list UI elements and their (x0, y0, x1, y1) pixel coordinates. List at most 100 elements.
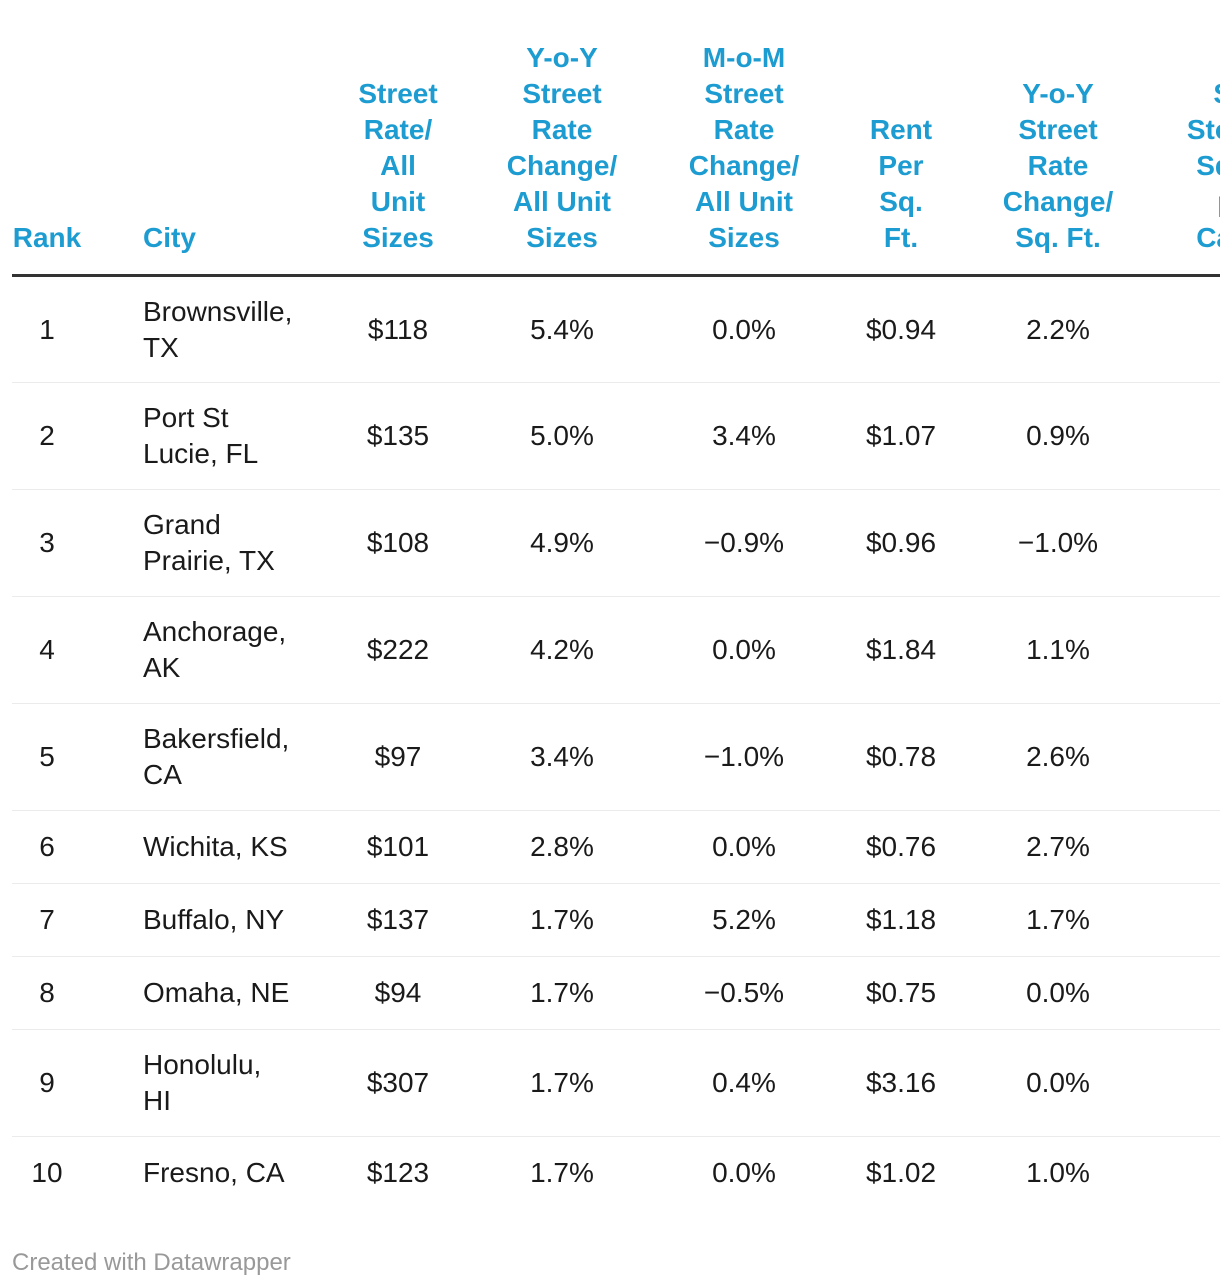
cell-yoy-all-units: 2.8% (486, 810, 638, 884)
cell-city: Port St Lucie, FL (82, 382, 310, 490)
cell-rank: 9 (12, 1029, 82, 1137)
cell-yoy-sqft: 0.0% (952, 956, 1164, 1030)
cell-city: Buffalo, NY (82, 883, 310, 957)
cell-rank: 7 (12, 883, 82, 957)
cell-yoy-sqft: −1.0% (952, 489, 1164, 597)
table-row: 3 Grand Prairie, TX $108 4.9% −0.9% $0.9… (12, 489, 1220, 597)
cell-yoy-sqft: 2.6% (952, 703, 1164, 811)
table-row: 2 Port St Lucie, FL $135 5.0% 3.4% $1.07… (12, 382, 1220, 490)
cell-rank: 6 (12, 810, 82, 884)
cell-mom-all-units: −0.5% (638, 956, 850, 1030)
header-row: Rank City Street Rate/ All Unit Sizes Y-… (12, 0, 1220, 277)
column-header-yoy-sqft: Y-o-Y Street Rate Change/ Sq. Ft. (952, 0, 1164, 277)
cell-yoy-sqft: 2.7% (952, 810, 1164, 884)
cell-yoy-all-units: 3.4% (486, 703, 638, 811)
table-row: 6 Wichita, KS $101 2.8% 0.0% $0.76 2.7% (12, 810, 1220, 884)
cell-mom-all-units: 0.0% (638, 1136, 850, 1210)
cell-rent-per-sqft: $1.02 (850, 1136, 952, 1210)
cell-yoy-all-units: 1.7% (486, 1029, 638, 1137)
cell-yoy-all-units: 5.4% (530, 313, 594, 345)
column-header-rank: Rank (12, 0, 82, 277)
cell-city: Brownsville, TX (143, 295, 293, 363)
cell-mom-all-units: −0.9% (638, 489, 850, 597)
cell-mom-all-units: 0.4% (638, 1029, 850, 1137)
cell-rank: 5 (12, 703, 82, 811)
cell-street-rate: $137 (310, 883, 486, 957)
cell-rank: 3 (12, 489, 82, 597)
table-row: 7 Buffalo, NY $137 1.7% 5.2% $1.18 1.7% (12, 883, 1220, 957)
column-header-yoy-all-units: Y-o-Y Street Rate Change/ All Unit Sizes (486, 0, 638, 277)
cell-rent-per-sqft: $0.75 (850, 956, 952, 1030)
cell-street-rate: $307 (310, 1029, 486, 1137)
column-header-street-rate: Street Rate/ All Unit Sizes (310, 0, 486, 277)
cell-rent-per-sqft: $0.96 (850, 489, 952, 597)
data-table: Rank City Street Rate/ All Unit Sizes Y-… (12, 0, 1220, 1210)
table-row: 8 Omaha, NE $94 1.7% −0.5% $0.75 0.0% (12, 956, 1220, 1030)
cell-rent-per-sqft: $0.76 (850, 810, 952, 884)
cell-sqft-per-capita (1164, 956, 1220, 1030)
cell-mom-all-units: −1.0% (638, 703, 850, 811)
cell-city: Fresno, CA (82, 1136, 310, 1210)
cell-sqft-per-capita (1164, 883, 1220, 957)
table-container: Rank City Street Rate/ All Unit Sizes Y-… (12, 0, 1220, 1210)
cell-street-rate: $97 (310, 703, 486, 811)
cell-yoy-all-units: 1.7% (486, 883, 638, 957)
cell-street-rate: $108 (310, 489, 486, 597)
cell-sqft-per-capita (1164, 276, 1220, 383)
cell-yoy-all-units: 4.2% (486, 596, 638, 704)
cell-yoy-sqft: 0.0% (952, 1029, 1164, 1137)
cell-yoy-all-units: 1.7% (486, 956, 638, 1030)
cell-yoy-sqft: 0.9% (952, 382, 1164, 490)
cell-rank: 2 (12, 382, 82, 490)
column-header-city: City (82, 0, 310, 277)
cell-street-rate: $123 (310, 1136, 486, 1210)
cell-city: Grand Prairie, TX (82, 489, 310, 597)
cell-yoy-all-units: 4.9% (486, 489, 638, 597)
cell-sqft-per-capita (1164, 703, 1220, 811)
cell-rent-per-sqft: $1.07 (850, 382, 952, 490)
cell-rent-per-sqft: $0.94 (865, 313, 937, 345)
cell-yoy-sqft: 1.1% (952, 596, 1164, 704)
table-row: 9 Honolulu, HI $307 1.7% 0.4% $3.16 0.0% (12, 1029, 1220, 1137)
cell-mom-all-units: 3.4% (638, 382, 850, 490)
cell-street-rate: $135 (310, 382, 486, 490)
cell-sqft-per-capita (1164, 1029, 1220, 1137)
cell-sqft-per-capita (1164, 489, 1220, 597)
table-row: 1 Brownsville, TX $118 5.4% 0.0% $0.94 2… (12, 276, 1220, 383)
column-header-sqft-per-capita: Self Storage Sq. Ft. per Capita (1164, 0, 1220, 277)
cell-rent-per-sqft: $1.84 (850, 596, 952, 704)
cell-mom-all-units: 0.0% (712, 313, 776, 345)
cell-yoy-sqft: 2.2% (1026, 313, 1090, 345)
cell-rent-per-sqft: $0.78 (850, 703, 952, 811)
cell-mom-all-units: 0.0% (638, 810, 850, 884)
column-header-rent-per-sqft: Rent Per Sq. Ft. (850, 0, 952, 277)
cell-yoy-sqft: 1.7% (952, 883, 1164, 957)
cell-street-rate: $118 (367, 313, 429, 345)
cell-sqft-per-capita (1164, 596, 1220, 704)
cell-city: Anchorage, AK (82, 596, 310, 704)
table-row: 10 Fresno, CA $123 1.7% 0.0% $1.02 1.0% (12, 1136, 1220, 1210)
cell-mom-all-units: 0.0% (638, 596, 850, 704)
cell-city: Wichita, KS (82, 810, 310, 884)
cell-sqft-per-capita (1164, 1136, 1220, 1210)
cell-street-rate: $222 (310, 596, 486, 704)
datawrapper-credit-link[interactable]: Created with Datawrapper (12, 1248, 291, 1276)
cell-rent-per-sqft: $3.16 (850, 1029, 952, 1137)
cell-city: Honolulu, HI (82, 1029, 310, 1137)
cell-mom-all-units: 5.2% (638, 883, 850, 957)
cell-rank: 4 (12, 596, 82, 704)
cell-street-rate: $94 (310, 956, 486, 1030)
table-row: 4 Anchorage, AK $222 4.2% 0.0% $1.84 1.1… (12, 596, 1220, 704)
cell-sqft-per-capita (1164, 810, 1220, 884)
cell-street-rate: $101 (310, 810, 486, 884)
cell-yoy-all-units: 5.0% (486, 382, 638, 490)
cell-rank: 8 (12, 956, 82, 1030)
cell-sqft-per-capita (1164, 382, 1220, 490)
cell-rent-per-sqft: $1.18 (850, 883, 952, 957)
cell-city: Omaha, NE (82, 956, 310, 1030)
cell-city: Bakersfield, CA (82, 703, 310, 811)
cell-rank: 1 (39, 313, 55, 345)
column-header-mom-all-units: M-o-M Street Rate Change/ All Unit Sizes (638, 0, 850, 277)
cell-rank: 10 (12, 1136, 82, 1210)
